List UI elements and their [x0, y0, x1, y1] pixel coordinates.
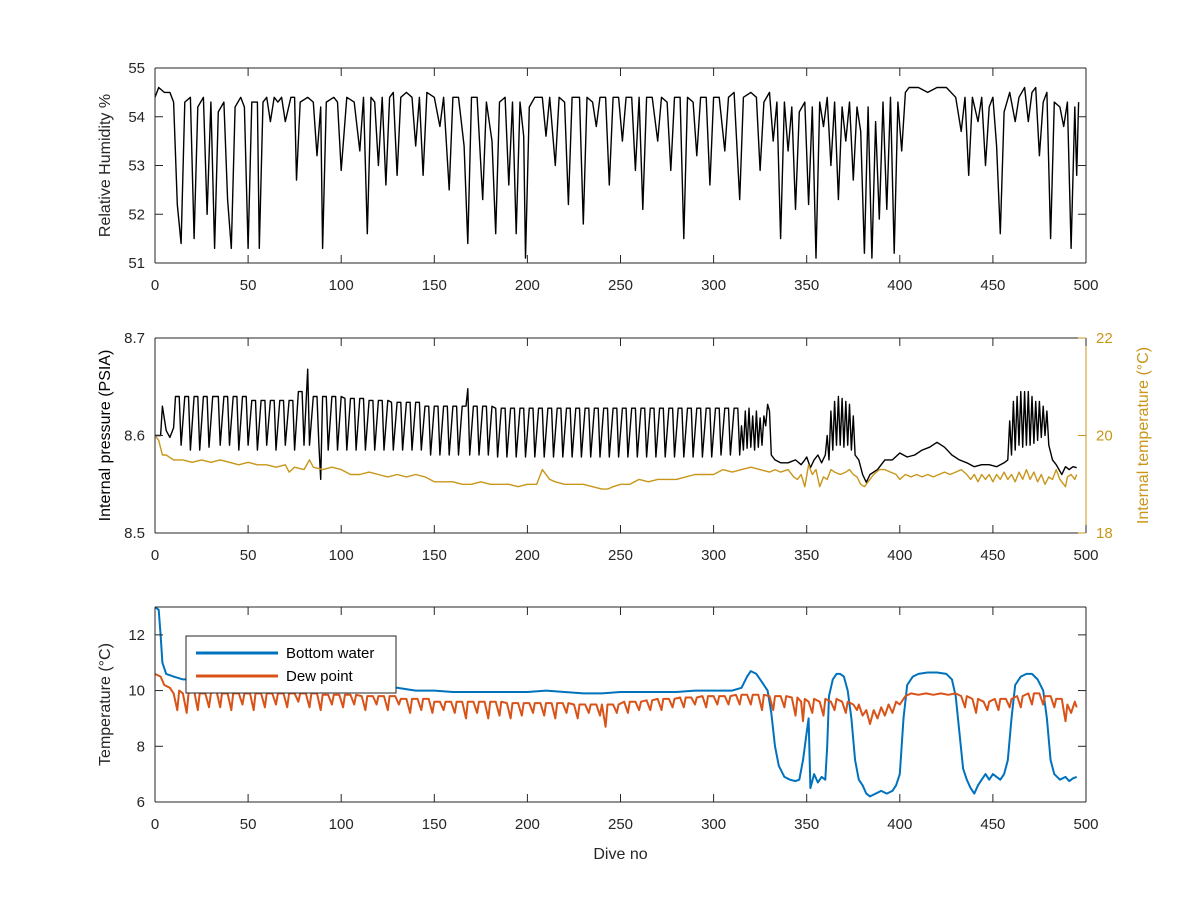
y-tick-label: 6 [137, 794, 145, 811]
x-tick-label: 100 [329, 547, 354, 564]
y-axis-label: Internal pressure (PSIA) [97, 350, 114, 522]
x-axis-label: Dive no [593, 846, 647, 863]
x-tick-label: 400 [887, 547, 912, 564]
y-tick-label: 8.7 [124, 330, 145, 347]
legend: Bottom water Dew point [185, 635, 397, 694]
y-axis-label: Relative Humidity % [97, 94, 114, 237]
y-right-tick-label: 22 [1096, 330, 1113, 347]
x-tick-label: 50 [240, 277, 257, 294]
x-tick-label: 50 [240, 547, 257, 564]
y-axis-label: Temperature (°C) [97, 643, 114, 766]
x-tick-label: 250 [608, 277, 633, 294]
y-tick-label: 8.5 [124, 525, 145, 542]
pressure-temperature-panel: 0 50 100 150 200 250 300 350 400 450 500 8.5 8.6 8.7 1… [97, 330, 1152, 564]
humidity-panel: 0 50 100 150 200 250 300 350 400 450 500 51 52 53 54 55… [97, 60, 1099, 294]
legend-box [185, 635, 397, 694]
x-tick-label: 150 [422, 277, 447, 294]
x-tick-label: 50 [240, 816, 257, 833]
x-tick-label: 400 [887, 277, 912, 294]
y-tick-label: 8.6 [124, 428, 145, 445]
y-tick-label: 53 [128, 158, 145, 175]
x-tick-label: 150 [422, 547, 447, 564]
legend-label: Bottom water [286, 645, 374, 662]
y-right-axis-label: Internal temperature (°C) [1135, 347, 1152, 524]
x-tick-label: 500 [1073, 816, 1098, 833]
x-tick-label: 400 [887, 816, 912, 833]
y-right-tick-label: 20 [1096, 428, 1113, 445]
x-tick-label: 250 [608, 816, 633, 833]
x-tick-label: 500 [1073, 277, 1098, 294]
x-tick-label: 100 [329, 277, 354, 294]
x-tick-label: 350 [794, 547, 819, 564]
x-tick-label: 450 [980, 547, 1005, 564]
x-tick-label: 300 [701, 277, 726, 294]
x-tick-label: 500 [1073, 547, 1098, 564]
y-tick-label: 52 [128, 206, 145, 223]
x-tick-label: 300 [701, 547, 726, 564]
y-right-tick-label: 18 [1096, 525, 1113, 542]
x-tick-label: 150 [422, 816, 447, 833]
x-tick-label: 300 [701, 816, 726, 833]
y-tick-label: 51 [128, 255, 145, 272]
x-tick-label: 450 [980, 277, 1005, 294]
y-tick-label: 55 [128, 60, 145, 77]
series-0-line [155, 86, 1080, 259]
y-tick-label: 54 [128, 109, 145, 126]
y-tick-label: 8 [137, 738, 145, 755]
legend-label: Dew point [286, 668, 354, 685]
x-tick-label: 100 [329, 816, 354, 833]
x-tick-label: 200 [515, 816, 540, 833]
x-tick-label: 350 [794, 277, 819, 294]
x-tick-label: 250 [608, 547, 633, 564]
series-0-line [155, 368, 1077, 483]
temperature-panel: 0 50 100 150 200 250 300 350 400 450 500 6 8 10 12 Temp… [97, 606, 1099, 863]
x-tick-label: 350 [794, 816, 819, 833]
y-tick-label: 10 [128, 683, 145, 700]
series-1-line [155, 435, 1078, 490]
x-tick-label: 0 [151, 547, 159, 564]
x-tick-label: 200 [515, 547, 540, 564]
x-tick-label: 0 [151, 816, 159, 833]
dew-point-line [155, 672, 1078, 728]
x-tick-label: 450 [980, 816, 1005, 833]
y-tick-label: 12 [128, 627, 145, 644]
bottom-water-line [155, 607, 1078, 798]
x-tick-label: 200 [515, 277, 540, 294]
x-tick-label: 0 [151, 277, 159, 294]
